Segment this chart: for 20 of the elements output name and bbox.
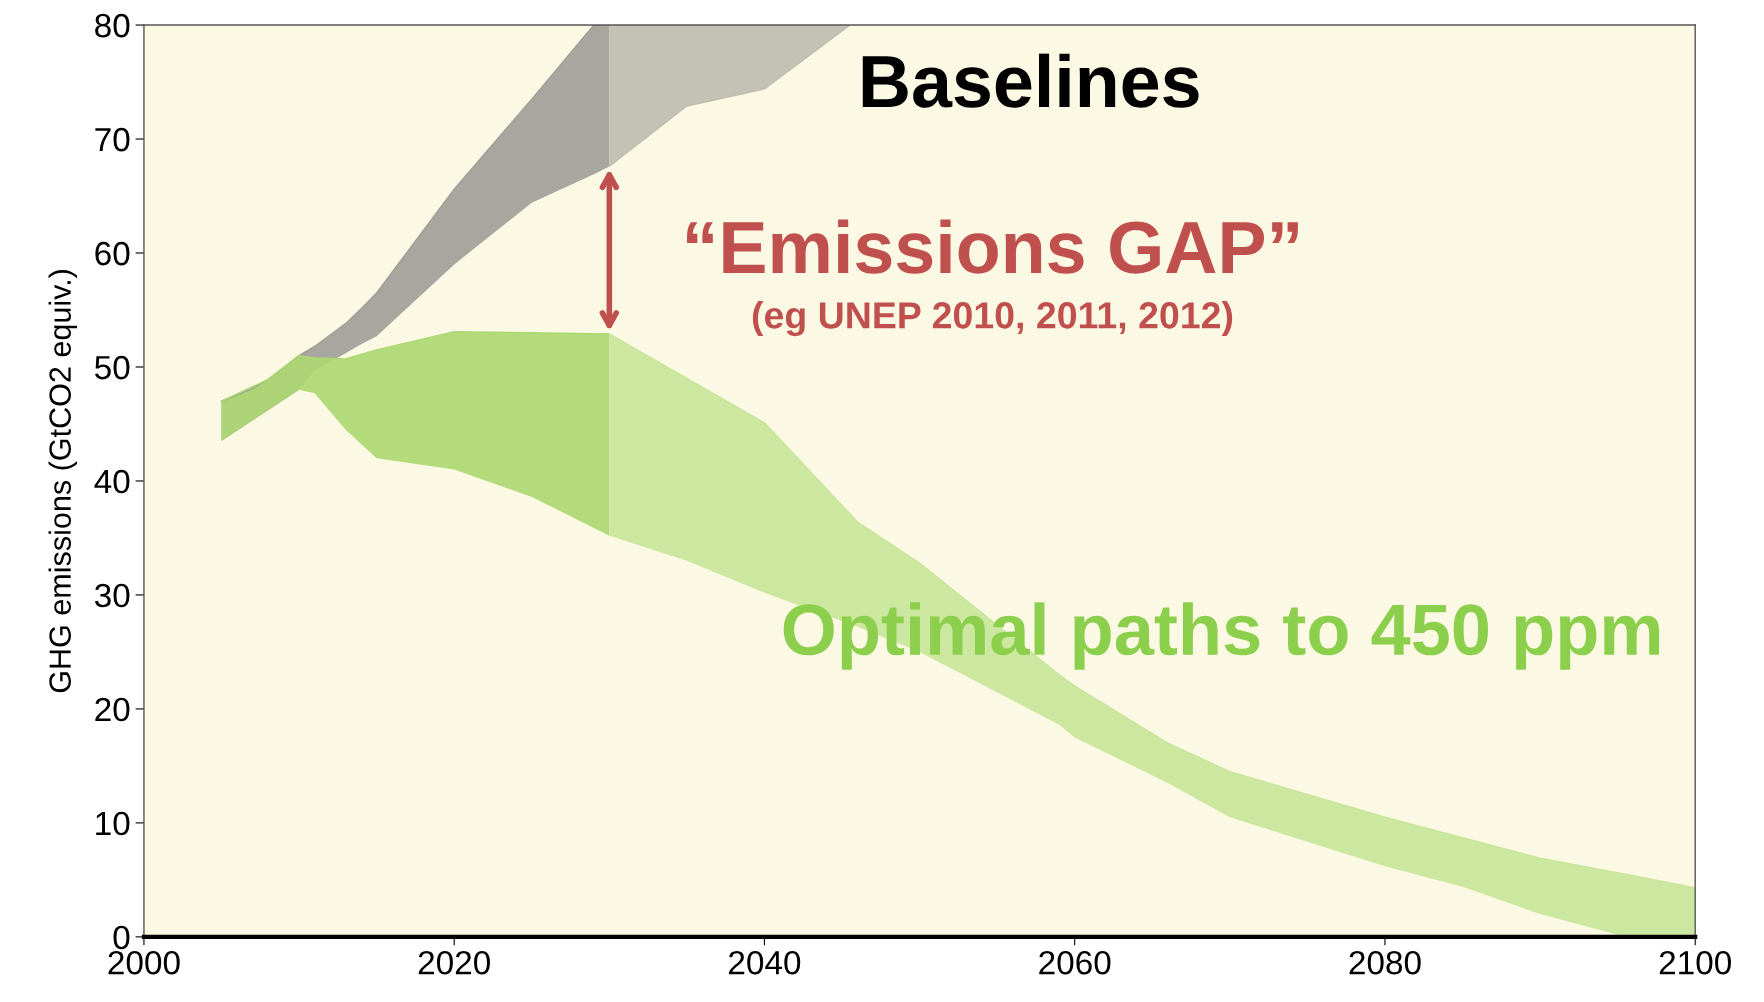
y-tick-label: 70 — [95, 127, 130, 152]
annotation: “Emissions GAP” — [687, 219, 1298, 274]
annotation: Optimal paths to 450 ppm — [783, 602, 1660, 670]
y-tick-label: 20 — [95, 697, 130, 722]
x-tick-label: 2060 — [1039, 950, 1111, 975]
y-tick-label: 30 — [94, 583, 130, 608]
y-tick-label: 60 — [95, 241, 130, 266]
y-tick-label: 10 — [96, 811, 130, 836]
y-axis-title: GHG emissions (GtCO2 equiv.) — [48, 270, 78, 693]
x-tick-label: 2080 — [1349, 950, 1421, 975]
y-tick-label: 80 — [95, 13, 130, 38]
y-tick-label: 40 — [94, 469, 130, 494]
y-tick-label: 0 — [113, 925, 130, 950]
annotation: Baselines — [862, 53, 1199, 108]
x-tick-label: 2100 — [1659, 950, 1731, 975]
annotation: (eg UNEP 2010, 2011, 2012) — [752, 301, 1233, 337]
x-tick-label: 2020 — [418, 950, 490, 975]
x-tick-label: 2000 — [108, 950, 180, 975]
x-tick-label: 2040 — [729, 950, 801, 975]
y-tick-label: 50 — [95, 355, 130, 380]
